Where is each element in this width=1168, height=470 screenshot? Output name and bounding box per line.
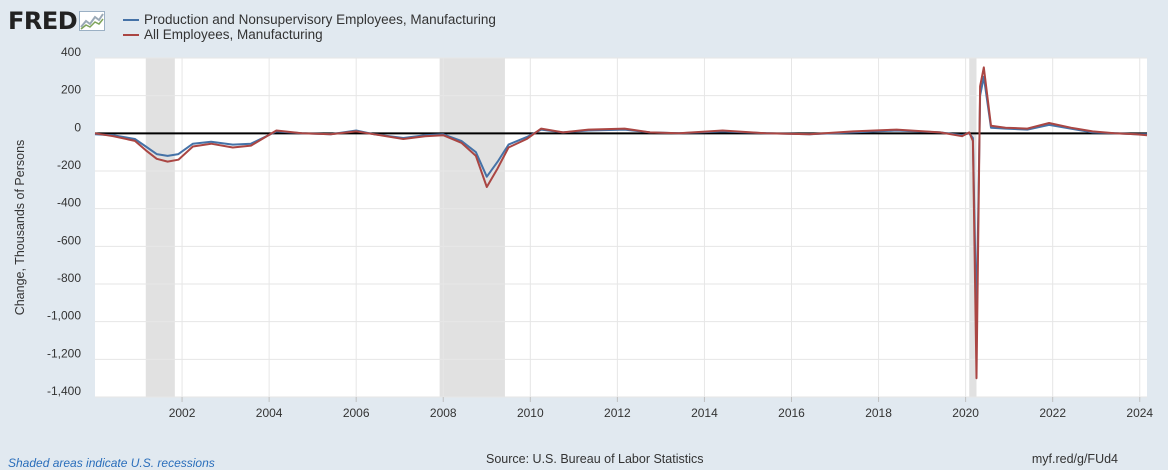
y-tick-label: 400	[61, 45, 81, 59]
y-axis-ticks: 400 200 0 -200 -400 -600 -800 -1,000 -1,200 -1,40…	[47, 45, 81, 398]
y-tick-label: -400	[57, 196, 81, 210]
legend-swatch-red	[123, 33, 139, 36]
x-tick-label: 2008	[430, 406, 457, 420]
series-line-1[interactable]	[94, 66, 1148, 380]
recession-band-2	[969, 58, 977, 397]
gridlines	[95, 57, 1147, 398]
x-tick-label: 2004	[256, 406, 283, 420]
short-url[interactable]: myf.red/g/FUd4	[1031, 452, 1118, 466]
x-tick-label: 2022	[1039, 406, 1066, 420]
chart-legend: Production and Nonsupervisory Employees,…	[123, 12, 496, 42]
y-axis-label: Change, Thousands of Persons	[13, 140, 27, 316]
y-tick-label: -1,000	[47, 309, 81, 323]
legend-item-production[interactable]: Production and Nonsupervisory Employees,…	[123, 12, 496, 27]
legend-label-production: Production and Nonsupervisory Employees,…	[144, 12, 496, 27]
source-note: Source: U.S. Bureau of Labor Statistics	[486, 452, 704, 466]
x-tick-label: 2006	[343, 406, 370, 420]
fred-chart-icon	[79, 11, 106, 31]
series-lines	[94, 66, 1148, 380]
x-tick-label: 2002	[169, 406, 196, 420]
fred-logo-text: FRED	[8, 7, 78, 35]
y-tick-label: -200	[57, 158, 81, 172]
x-tick-label: 2010	[517, 406, 544, 420]
y-tick-label: -600	[57, 233, 81, 247]
x-axis-ticks: 2002 2004 2006 2008 2010 2012 2014 2016 2018 2020…	[169, 397, 1153, 420]
recession-note[interactable]: Shaded areas indicate U.S. recessions	[8, 456, 215, 470]
y-tick-label: -1,400	[47, 384, 81, 398]
y-tick-label: -1,200	[47, 346, 81, 360]
fred-logo[interactable]: FRED	[8, 6, 106, 36]
legend-swatch-blue	[123, 18, 139, 21]
x-tick-label: 2020	[952, 406, 979, 420]
x-tick-label: 2018	[865, 406, 892, 420]
recession-bands	[145, 58, 977, 397]
recession-band-0	[145, 58, 175, 397]
x-tick-label: 2012	[604, 406, 631, 420]
legend-label-all-employees: All Employees, Manufacturing	[144, 27, 323, 42]
x-tick-label: 2024	[1126, 406, 1153, 420]
y-tick-label: 0	[74, 120, 81, 134]
y-tick-label: 200	[61, 83, 81, 97]
x-tick-label: 2014	[691, 406, 718, 420]
legend-item-all-employees[interactable]: All Employees, Manufacturing	[123, 27, 496, 42]
recession-band-1	[439, 58, 505, 397]
x-tick-label: 2016	[778, 406, 805, 420]
y-tick-label: -800	[57, 271, 81, 285]
